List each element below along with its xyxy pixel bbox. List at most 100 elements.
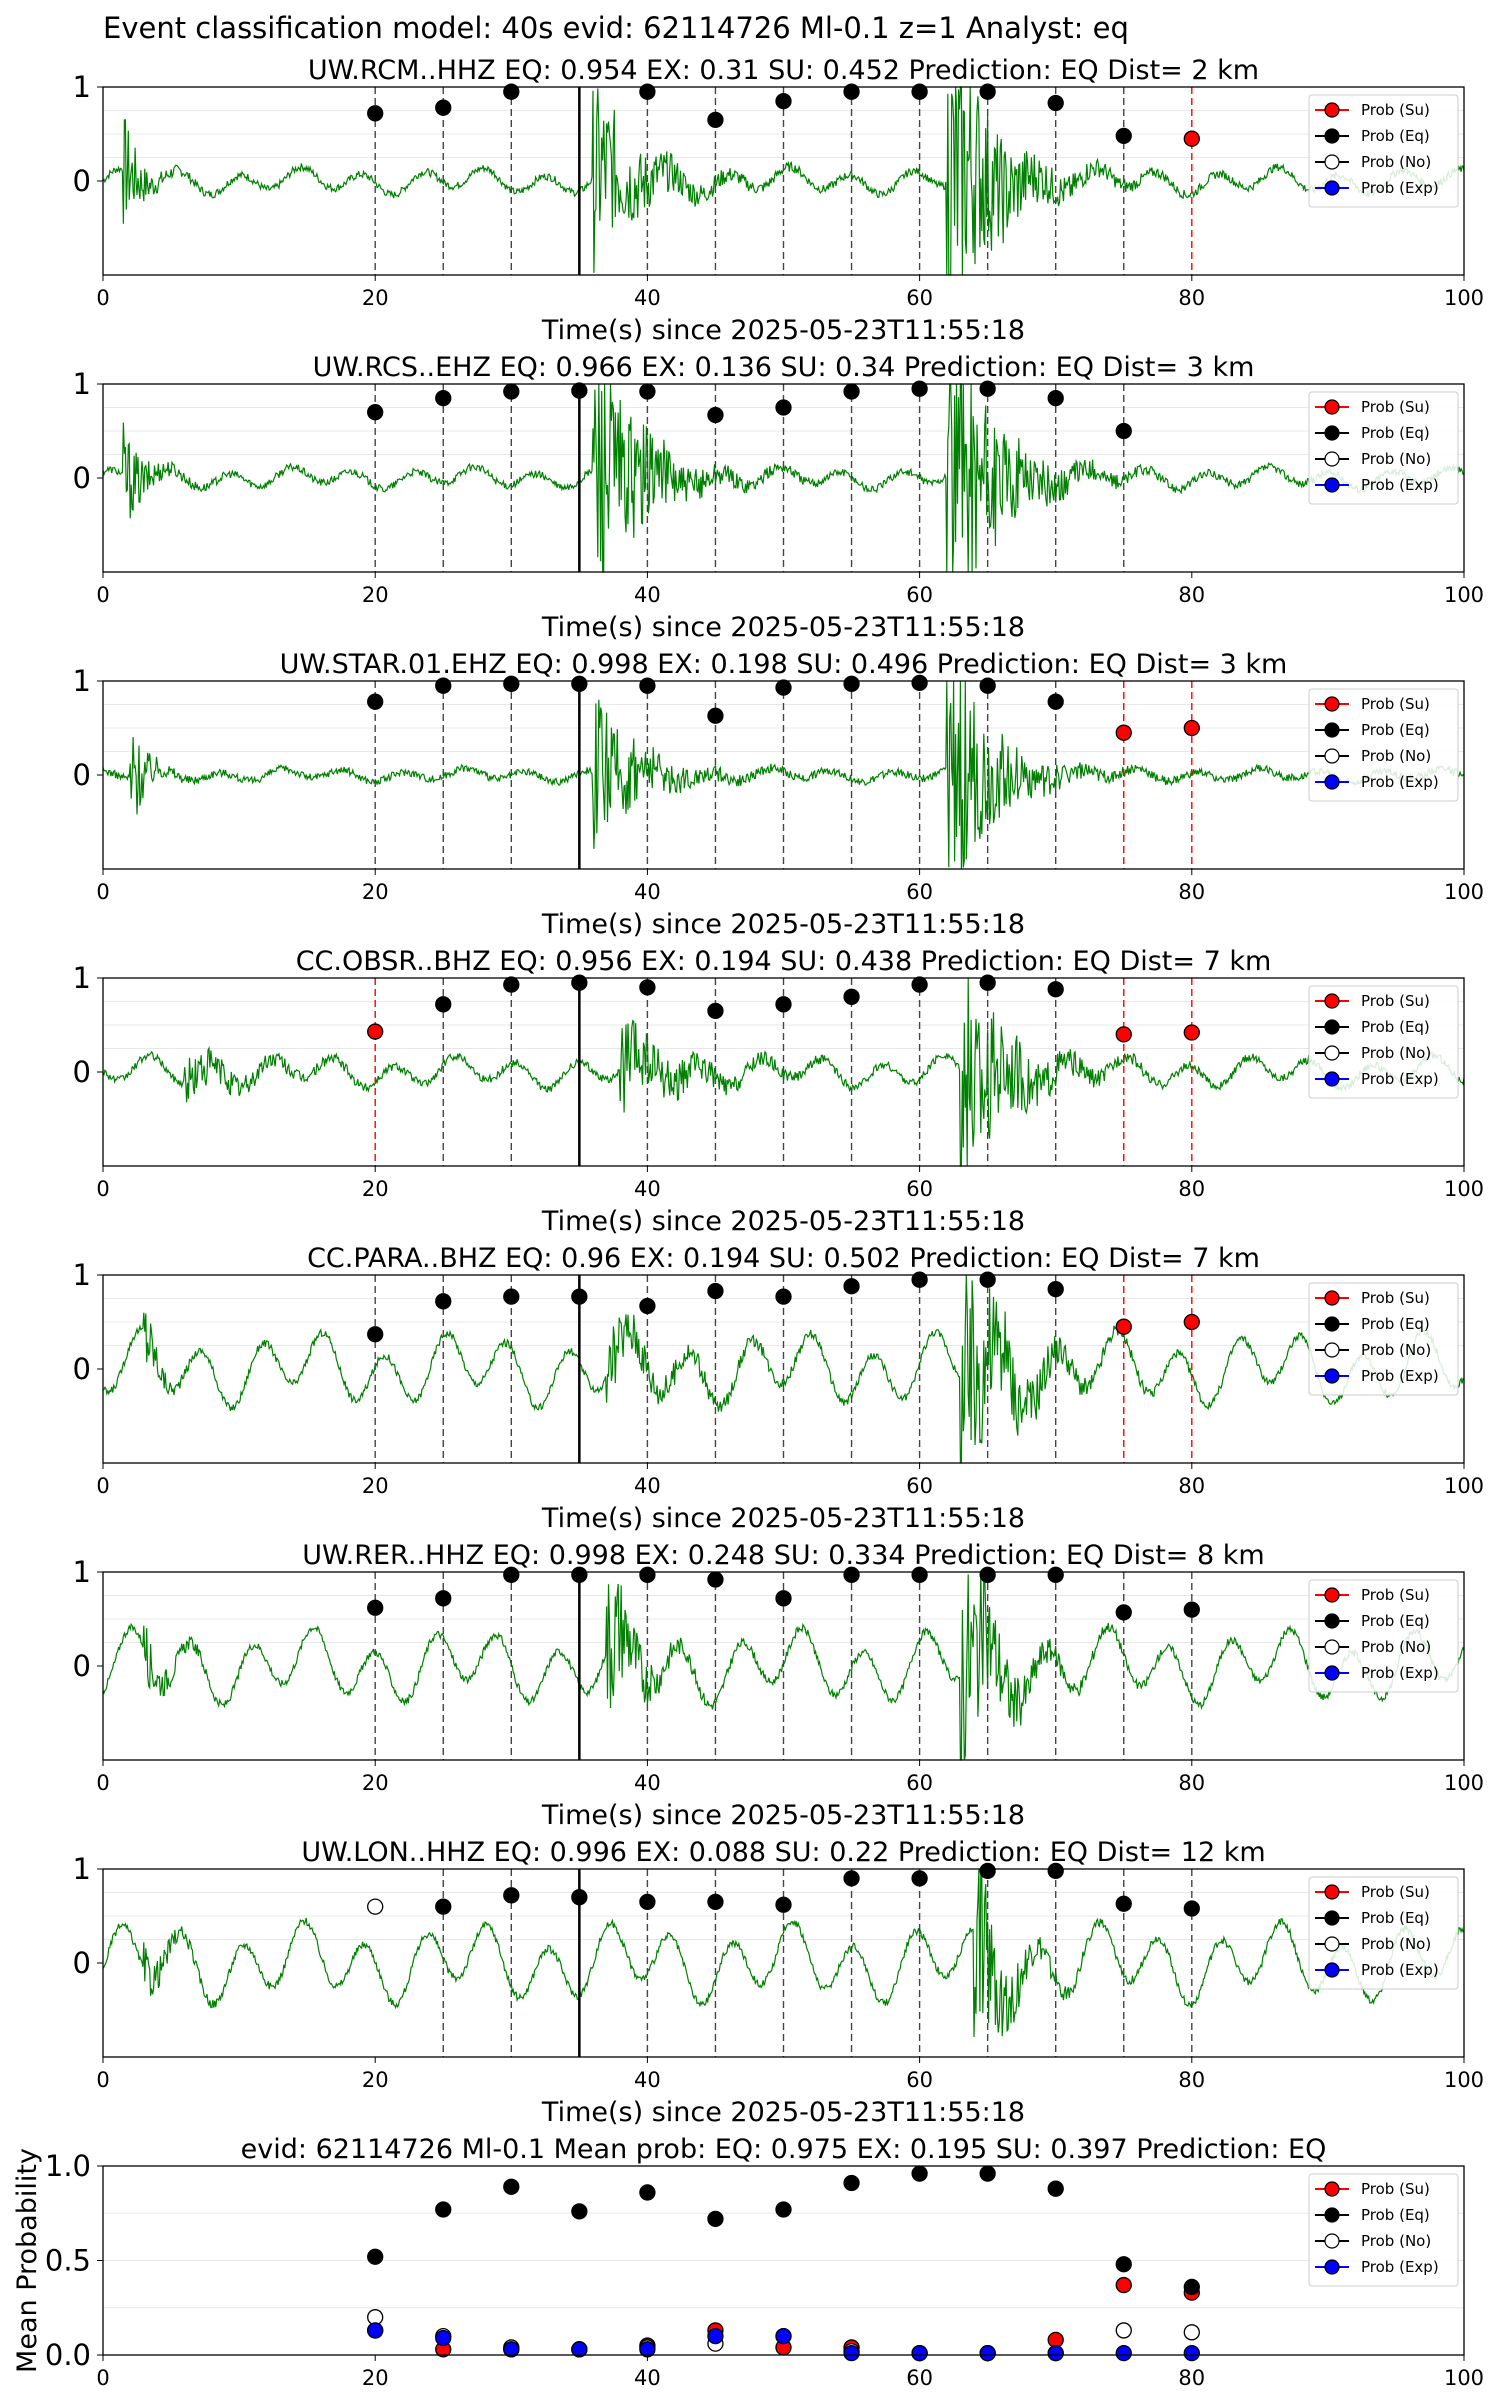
x-tick-label: 80 (1178, 1474, 1205, 1498)
prob-point-eq (639, 979, 656, 996)
x-tick-label: 100 (1444, 2068, 1484, 2092)
prob-point-eq (639, 677, 656, 694)
prob-point-eq (435, 1590, 452, 1607)
legend-label: Prob (Eq) (1361, 1612, 1430, 1630)
prob-point-eq (775, 679, 792, 696)
mean-point-exp (979, 2344, 996, 2362)
mean-point-eq (911, 2165, 928, 2182)
y-tick-label: 0 (73, 1946, 91, 1980)
prob-point-eq (571, 1566, 588, 1583)
prob-point-eq (1047, 1566, 1064, 1583)
x-tick-label: 80 (1178, 880, 1205, 904)
prob-point-eq (1047, 1280, 1064, 1298)
x-axis-label: Time(s) since 2025-05-23T11:55:18 (541, 2097, 1025, 2128)
panels: UW.RCM..HHZ EQ: 0.954 EX: 0.31 SU: 0.452… (12, 55, 1484, 2390)
y-tick-label: 1 (73, 1852, 91, 1886)
y-tick-label: 1 (73, 961, 91, 995)
prob-point-eq (979, 677, 996, 694)
x-tick-label: 80 (1178, 1771, 1205, 1795)
mean-point-eq (775, 2201, 792, 2218)
legend-marker (1324, 1368, 1340, 1384)
prob-point-eq (571, 675, 588, 692)
panel-title: CC.PARA..BHZ EQ: 0.96 EX: 0.194 SU: 0.50… (307, 1243, 1260, 1274)
prob-point-eq (911, 83, 928, 100)
station-panel: UW.LON..HHZ EQ: 0.996 EX: 0.088 SU: 0.22… (73, 1837, 1485, 2128)
x-tick-label: 20 (362, 1474, 389, 1498)
x-tick-label: 100 (1444, 1771, 1484, 1795)
legend-label: Prob (No) (1361, 1044, 1431, 1062)
legend-label: Prob (Eq) (1361, 1909, 1430, 1927)
prob-point-eq (503, 1566, 520, 1583)
legend-label: Prob (Su) (1361, 1289, 1430, 1307)
mean-point-eq (1183, 2278, 1200, 2296)
prob-point-eq (435, 389, 452, 407)
x-tick-label: 80 (1178, 583, 1205, 607)
prob-point-eq (707, 707, 724, 724)
legend-marker (1324, 1071, 1340, 1087)
station-panel: UW.STAR.01.EHZ EQ: 0.998 EX: 0.198 SU: 0… (73, 649, 1485, 940)
x-tick-label: 20 (362, 583, 389, 607)
legend-label: Prob (Exp) (1361, 773, 1439, 791)
legend-label: Prob (No) (1361, 1935, 1431, 1953)
x-tick-label: 0 (96, 583, 109, 607)
prob-point-eq (775, 1590, 792, 1607)
mean-point-exp (1047, 2344, 1064, 2362)
prob-point-eq (1047, 389, 1064, 407)
prob-point-eq (435, 1898, 452, 1915)
prob-point-eq (707, 1571, 724, 1588)
y-tick-label: 0.5 (45, 2244, 91, 2278)
legend-label: Prob (Eq) (1361, 2206, 1430, 2224)
legend-marker (1324, 102, 1340, 118)
x-tick-label: 100 (1444, 2366, 1484, 2390)
prob-point-eq (503, 83, 520, 100)
prob-point-eq (911, 380, 928, 397)
legend-marker (1324, 774, 1340, 790)
prob-point-su (1115, 724, 1132, 741)
prob-point-eq (1115, 127, 1132, 145)
legend-marker (1324, 180, 1340, 196)
legend-marker (1324, 696, 1340, 712)
x-tick-label: 100 (1444, 1474, 1484, 1498)
prob-point-eq (571, 1889, 588, 1906)
mean-point-exp (1115, 2344, 1132, 2362)
prob-point-eq (911, 1271, 928, 1288)
legend-marker (1324, 477, 1340, 493)
legend-label: Prob (No) (1361, 1638, 1431, 1656)
x-tick-label: 20 (362, 2366, 389, 2390)
x-tick-label: 100 (1444, 583, 1484, 607)
mean-point-eq (435, 2201, 452, 2218)
prob-point-eq (843, 383, 860, 400)
x-tick-label: 20 (362, 1177, 389, 1201)
mean-point-no (1115, 2322, 1132, 2339)
x-tick-label: 80 (1178, 2068, 1205, 2092)
x-tick-label: 80 (1178, 2366, 1205, 2390)
legend-box (1308, 1876, 1459, 1990)
prob-point-eq (503, 1288, 520, 1305)
prob-point-eq (843, 988, 860, 1005)
prob-point-eq (435, 996, 452, 1013)
prob-point-eq (639, 83, 656, 100)
legend-marker (1324, 1936, 1340, 1952)
x-tick-label: 80 (1178, 286, 1205, 310)
x-tick-label: 0 (96, 1177, 109, 1201)
legend-marker (1324, 1884, 1340, 1900)
legend-marker (1324, 722, 1340, 738)
x-axis-label: Time(s) since 2025-05-23T11:55:18 (541, 909, 1025, 940)
x-tick-label: 60 (906, 1474, 933, 1498)
prob-point-eq (979, 1271, 996, 1288)
legend-marker (1324, 1045, 1340, 1061)
prob-point-su (1115, 1318, 1132, 1335)
prob-point-eq (435, 677, 452, 694)
y-tick-label: 1 (73, 664, 91, 698)
prob-point-eq (843, 83, 860, 100)
prob-point-eq (1115, 422, 1132, 440)
x-tick-label: 60 (906, 286, 933, 310)
legend-label: Prob (Exp) (1361, 2258, 1439, 2276)
x-tick-label: 20 (362, 880, 389, 904)
prob-point-su (1183, 130, 1200, 147)
prob-point-eq (707, 1893, 724, 1911)
legend-label: Prob (No) (1361, 450, 1431, 468)
mean-point-exp (707, 2327, 724, 2345)
x-tick-label: 20 (362, 2068, 389, 2092)
